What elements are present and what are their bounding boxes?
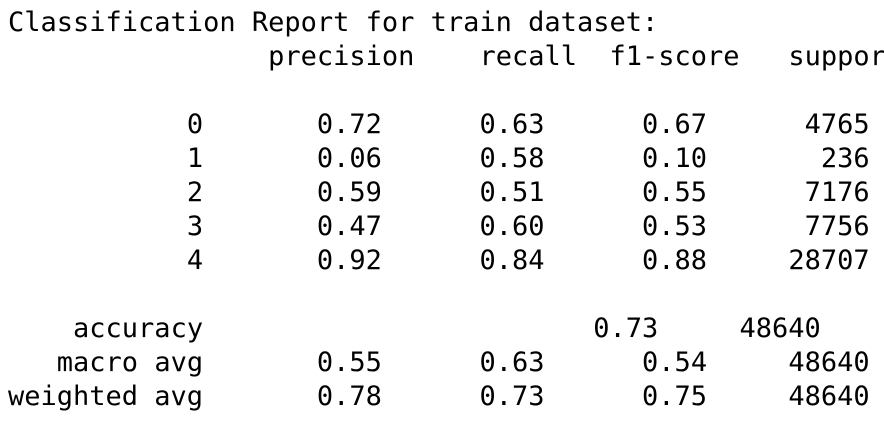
summary-label: accuracy <box>73 313 204 344</box>
row-support: 236 <box>820 143 870 174</box>
summary-f1: 0.54 <box>642 347 708 378</box>
table-row: 0 0.72 0.63 0.67 4765 <box>8 108 884 142</box>
summary-support: 48640 <box>739 313 821 344</box>
summary-support: 48640 <box>788 347 870 378</box>
header-support: support <box>788 41 884 72</box>
summary-label: weighted avg <box>8 381 204 412</box>
report-title: Classification Report for train dataset: <box>8 7 659 38</box>
report-header-row: precision recall f1-score support <box>8 40 884 74</box>
row-precision: 0.72 <box>316 109 382 140</box>
row-f1: 0.55 <box>642 177 708 208</box>
row-label: 4 <box>186 245 204 276</box>
row-recall: 0.84 <box>479 245 545 276</box>
summary-f1: 0.73 <box>593 313 659 344</box>
header-precision: precision <box>268 41 415 72</box>
header-recall: recall <box>479 41 577 72</box>
row-label: 2 <box>186 177 204 208</box>
summary-row: weighted avg 0.78 0.73 0.75 48640 <box>8 380 884 414</box>
table-row: 1 0.06 0.58 0.10 236 <box>8 142 884 176</box>
report-text: Classification Report for train dataset:… <box>8 6 884 414</box>
summary-label: macro avg <box>56 347 204 378</box>
summary-precision: 0.55 <box>316 347 382 378</box>
row-f1: 0.53 <box>642 211 708 242</box>
summary-support: 48640 <box>788 381 870 412</box>
row-label: 1 <box>186 143 204 174</box>
row-label: 0 <box>186 109 204 140</box>
row-support: 7756 <box>804 211 870 242</box>
summary-f1: 0.75 <box>642 381 708 412</box>
blank-line <box>8 278 884 312</box>
row-precision: 0.59 <box>316 177 382 208</box>
row-support: 7176 <box>804 177 870 208</box>
table-row: 4 0.92 0.84 0.88 28707 <box>8 244 884 278</box>
row-f1: 0.10 <box>642 143 708 174</box>
row-recall: 0.63 <box>479 109 545 140</box>
summary-precision: 0.78 <box>316 381 382 412</box>
blank-line <box>8 74 884 108</box>
table-row: 2 0.59 0.51 0.55 7176 <box>8 176 884 210</box>
table-row: 3 0.47 0.60 0.53 7756 <box>8 210 884 244</box>
row-support: 28707 <box>788 245 870 276</box>
row-recall: 0.51 <box>479 177 545 208</box>
summary-row: accuracy 0.73 48640 <box>8 312 884 346</box>
summary-recall: 0.63 <box>479 347 545 378</box>
row-recall: 0.58 <box>479 143 545 174</box>
row-support: 4765 <box>804 109 870 140</box>
row-precision: 0.92 <box>316 245 382 276</box>
row-f1: 0.67 <box>642 109 708 140</box>
row-recall: 0.60 <box>479 211 545 242</box>
row-precision: 0.47 <box>316 211 382 242</box>
header-f1-score: f1-score <box>609 41 740 72</box>
row-label: 3 <box>186 211 204 242</box>
row-f1: 0.88 <box>642 245 708 276</box>
summary-recall: 0.73 <box>479 381 545 412</box>
summary-row: macro avg 0.55 0.63 0.54 48640 <box>8 346 884 380</box>
row-precision: 0.06 <box>316 143 382 174</box>
